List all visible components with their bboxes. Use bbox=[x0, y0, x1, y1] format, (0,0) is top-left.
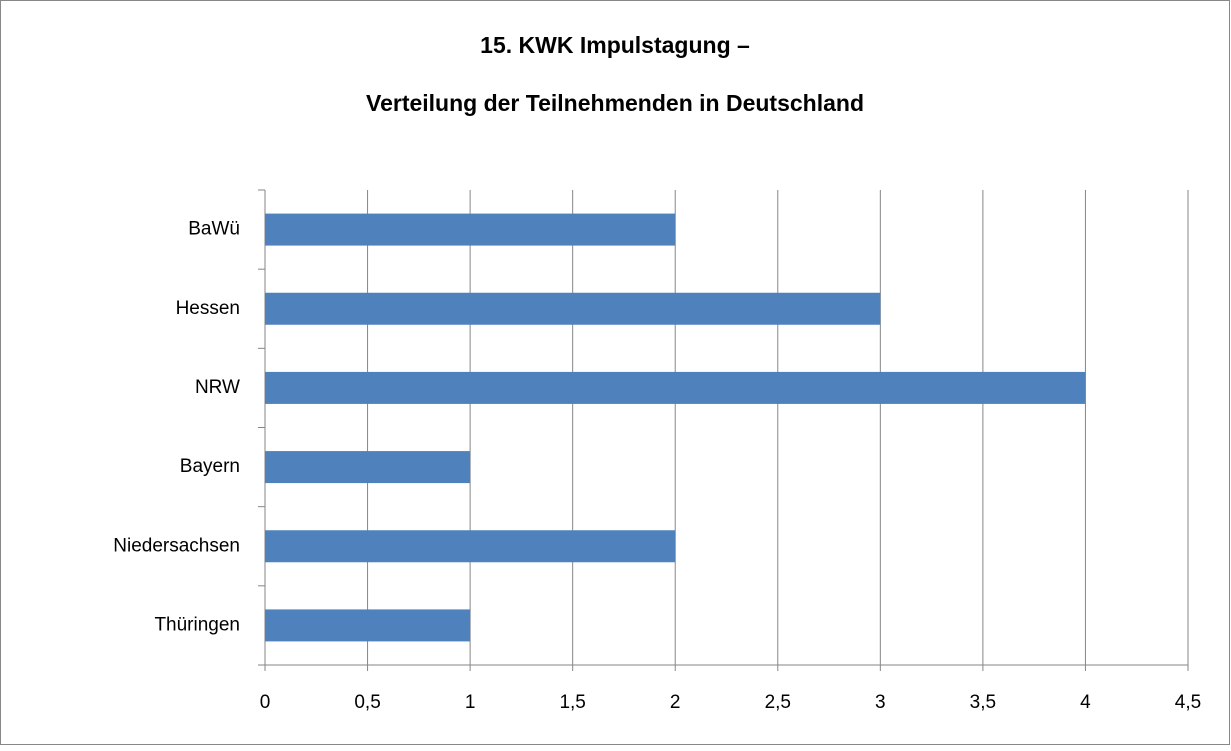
y-tick-label: Thüringen bbox=[154, 614, 240, 635]
chart-title: Verteilung der Teilnehmenden in Deutschl… bbox=[366, 90, 864, 116]
bar bbox=[265, 371, 1086, 404]
y-tick-label: Bayern bbox=[180, 456, 240, 477]
bar bbox=[265, 530, 676, 563]
y-tick-label: Niedersachsen bbox=[113, 535, 240, 556]
y-tick-label: BaWü bbox=[188, 219, 240, 240]
x-tick-label: 3 bbox=[875, 692, 886, 713]
x-tick-label: 1 bbox=[465, 692, 476, 713]
x-tick-label: 2 bbox=[670, 692, 681, 713]
bar bbox=[265, 609, 471, 642]
bar bbox=[265, 292, 881, 325]
x-tick-label: 4 bbox=[1080, 692, 1091, 713]
x-tick-label: 0,5 bbox=[354, 692, 380, 713]
x-tick-label: 3,5 bbox=[970, 692, 996, 713]
y-tick-label: Hessen bbox=[176, 298, 240, 319]
x-tick-label: 1,5 bbox=[559, 692, 585, 713]
x-tick-label: 0 bbox=[260, 692, 271, 713]
chart-title: 15. KWK Impulstagung – bbox=[480, 32, 750, 58]
y-tick-label: NRW bbox=[195, 377, 240, 398]
x-tick-label: 4,5 bbox=[1175, 692, 1201, 713]
x-tick-label: 2,5 bbox=[765, 692, 791, 713]
bar bbox=[265, 451, 471, 484]
bar bbox=[265, 213, 676, 246]
